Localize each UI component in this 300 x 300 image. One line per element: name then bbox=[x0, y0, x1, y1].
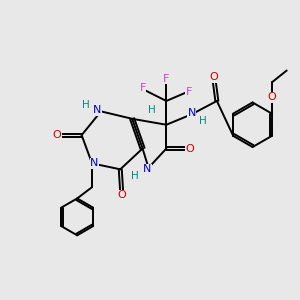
Text: F: F bbox=[185, 87, 192, 97]
Text: O: O bbox=[209, 72, 218, 82]
Text: F: F bbox=[163, 74, 170, 84]
Text: F: F bbox=[140, 82, 146, 93]
Text: H: H bbox=[199, 116, 207, 126]
Text: H: H bbox=[82, 100, 89, 110]
Text: O: O bbox=[52, 130, 61, 140]
Text: N: N bbox=[93, 105, 102, 115]
Text: O: O bbox=[186, 143, 194, 154]
Text: N: N bbox=[90, 158, 99, 168]
Text: H: H bbox=[131, 171, 139, 181]
Text: O: O bbox=[117, 190, 126, 200]
Text: H: H bbox=[148, 105, 155, 115]
Text: N: N bbox=[188, 108, 196, 118]
Text: N: N bbox=[143, 164, 151, 174]
Text: O: O bbox=[268, 92, 276, 102]
